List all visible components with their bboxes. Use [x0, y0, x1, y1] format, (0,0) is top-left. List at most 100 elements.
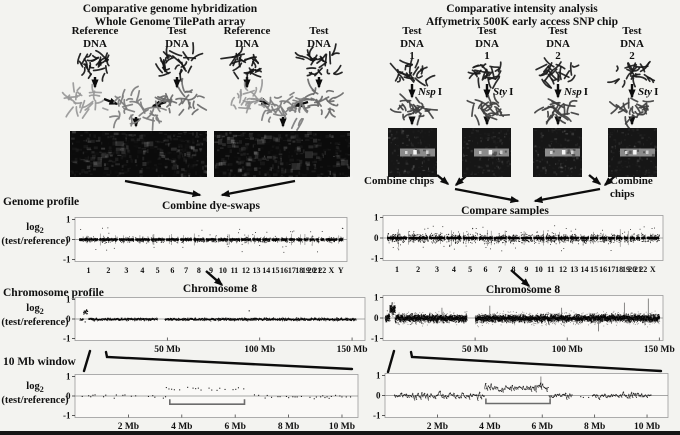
enzyme-label-sty2: Sty I — [638, 86, 658, 99]
dna-blob-digested1 — [389, 93, 439, 126]
compare-samples-title: Compare samples — [461, 205, 549, 217]
svg-text:X: X — [650, 265, 656, 274]
arrow-array2-combine — [220, 179, 296, 198]
col-label-line: Test — [402, 25, 422, 37]
svg-text:20: 20 — [628, 265, 636, 274]
col-label-line: 1 — [484, 50, 490, 62]
row-label-genome-profile: Genome profile — [3, 196, 80, 208]
enzyme-label-sty1: Sty I — [493, 86, 513, 99]
svg-text:10: 10 — [535, 265, 543, 274]
svg-text:1: 1 — [66, 215, 71, 225]
svg-text:9: 9 — [524, 265, 528, 274]
enzyme-suffix: I — [509, 86, 514, 98]
ratio-text: (test/reference) — [1, 395, 69, 407]
svg-text:22: 22 — [318, 266, 326, 275]
dna-blob-mix2 — [260, 91, 308, 131]
arrow-compare-left — [454, 187, 520, 204]
svg-text:18: 18 — [295, 266, 303, 275]
enzyme-suffix: I — [654, 86, 659, 98]
row-label-chromosome-profile: Chromosome profile — [3, 287, 104, 299]
svg-text:50 Mb: 50 Mb — [154, 345, 180, 355]
svg-text:13: 13 — [570, 265, 578, 274]
snp-chip-image-2 — [462, 128, 512, 178]
combine-dye-swaps-title: Combine dye-swaps — [161, 200, 261, 212]
enzyme-name: Nsp — [564, 86, 582, 98]
svg-text:16: 16 — [599, 265, 607, 274]
snp-chip-image-4 — [608, 128, 659, 179]
svg-text:12: 12 — [242, 266, 250, 275]
dna-blob-test2 — [294, 43, 343, 77]
col-label-line: 2 — [629, 50, 635, 62]
svg-text:5: 5 — [468, 265, 472, 274]
svg-text:4: 4 — [452, 265, 456, 274]
svg-text:14: 14 — [580, 265, 588, 274]
10mb-window-plot-right: 10-12 Mb 4 Mb 6 Mb 8 Mb 10 Mb — [373, 371, 669, 432]
label-test-dna-1: Test DNA — [142, 25, 212, 50]
dna-blob-chip2 — [467, 61, 502, 90]
svg-text:3: 3 — [435, 265, 439, 274]
svg-text:17: 17 — [607, 265, 615, 274]
label-test-dna-2-nsp: Test DNA 2 — [523, 25, 593, 63]
dna-blob-test2-labelled — [299, 78, 344, 119]
svg-text:100 Mb: 100 Mb — [244, 345, 275, 355]
col-label-line: DNA — [475, 37, 499, 50]
svg-text:Y: Y — [338, 266, 344, 275]
log-text: log — [26, 303, 40, 314]
label-test-dna-2-sty: Test DNA 2 — [597, 25, 667, 63]
right-workflow-title: Comparative intensity analysis Affymetri… — [372, 3, 672, 28]
svg-text:19: 19 — [622, 265, 630, 274]
svg-text:8: 8 — [197, 266, 201, 275]
svg-text:19: 19 — [302, 266, 310, 275]
col-label-line: Test — [167, 25, 187, 37]
10mb-window-plot-left: 10-12 Mb 4 Mb 6 Mb 8 Mb 10 Mb — [63, 372, 359, 432]
col-label-line: 1 — [409, 50, 415, 62]
col-label-line: DNA — [307, 37, 331, 50]
arrow-array1-combine — [124, 179, 202, 198]
dna-blob-digested2 — [466, 92, 511, 126]
chromosome-profile-plot-right: 10-150 Mb 100 Mb 150 Mb — [371, 293, 675, 356]
tilepath-array-image-2 — [214, 131, 354, 181]
chromosome8-title-left: Chromosome 8 — [182, 283, 258, 295]
dna-blob-chip4 — [607, 60, 656, 88]
col-label-line: DNA — [235, 37, 259, 50]
svg-text:0: 0 — [66, 235, 71, 245]
svg-text:4: 4 — [140, 266, 144, 275]
log-text: log — [26, 222, 40, 233]
arrow-mix1-left — [103, 97, 119, 106]
arrow-combine-chips-1a — [436, 174, 450, 185]
svg-text:6: 6 — [170, 266, 174, 275]
svg-text:21: 21 — [634, 265, 642, 274]
figure-bottom-rule — [0, 431, 680, 435]
arrow-combine-chips-2a — [588, 174, 602, 185]
svg-text:12: 12 — [559, 265, 567, 274]
col-label-line: Test — [477, 25, 497, 37]
svg-text:15: 15 — [590, 265, 598, 274]
log-text: log — [26, 381, 40, 392]
col-label-line: DNA — [83, 37, 107, 50]
arrow-combine-chips-2b — [603, 175, 616, 187]
snp-chip-image-3 — [533, 128, 583, 178]
svg-text:3: 3 — [124, 266, 128, 275]
col-label-line: DNA — [165, 37, 189, 50]
svg-text:2: 2 — [106, 266, 110, 275]
svg-text:11: 11 — [231, 266, 239, 275]
svg-text:13: 13 — [253, 266, 261, 275]
svg-text:18: 18 — [615, 265, 623, 274]
log-sub: 2 — [39, 226, 44, 236]
left-workflow-title: Comparative genome hybridization Whole G… — [20, 3, 320, 28]
arrow-compare-right — [533, 187, 601, 204]
label-test-dna-1-sty: Test DNA 1 — [452, 25, 522, 63]
label-reference-dna-1: Reference DNA — [60, 25, 130, 50]
right-workflow-title-line2: Affymetrix 500K early access SNP chip — [426, 15, 618, 28]
col-label-line: Test — [622, 25, 642, 37]
enzyme-name: Sty — [493, 86, 508, 98]
svg-text:1: 1 — [86, 266, 90, 275]
combine-chips-label-left: Combine chips — [364, 175, 434, 187]
arrow-combine-chips-1b — [454, 175, 467, 187]
svg-text:-1: -1 — [63, 334, 71, 344]
enzyme-label-nsp1: Nsp I — [418, 86, 442, 99]
col-label-line: Test — [309, 25, 329, 37]
svg-text:6: 6 — [484, 265, 488, 274]
ratio-text: (test/reference) — [1, 236, 69, 248]
